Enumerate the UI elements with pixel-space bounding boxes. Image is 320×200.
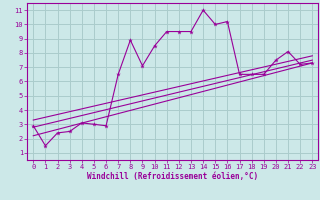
X-axis label: Windchill (Refroidissement éolien,°C): Windchill (Refroidissement éolien,°C) [87, 172, 258, 181]
